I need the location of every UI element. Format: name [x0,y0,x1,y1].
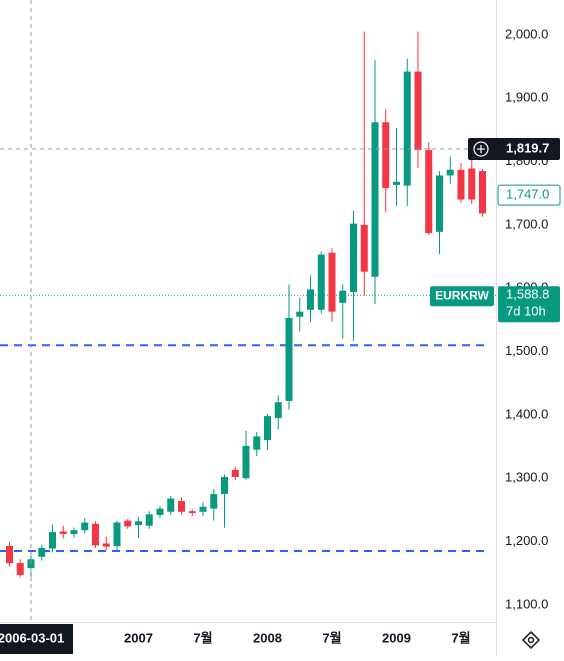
candle-body [135,521,142,526]
x-tick-label: 2008 [253,630,282,645]
crosshair-price-box [468,138,560,161]
crosshair-date-label: 2006-03-01 [0,630,64,645]
candle-body [479,171,486,214]
settings-icon[interactable] [521,630,541,650]
candle-body [436,175,443,232]
x-tick-label: 7월 [451,630,470,645]
candle-body [457,169,465,200]
y-tick-label: 1,400.0 [505,406,548,421]
candle-body [371,122,379,277]
symbol-box [430,286,494,307]
candle-body [178,501,185,512]
candle-body [425,150,433,234]
bid-price-label: 1,588.8 [506,287,549,302]
y-tick-label: 1,300.0 [505,470,548,485]
candle-body [403,71,411,186]
y-tick-label: 1,100.0 [505,596,548,611]
candle-body [156,508,164,515]
candle-body [350,223,357,292]
candle-body [16,563,24,576]
crosshair-add-icon [473,141,489,157]
y-tick-label: 2,000.0 [505,26,548,41]
candle-body [92,523,99,546]
settings-icon-dot[interactable] [527,636,535,644]
candle-body [167,498,175,512]
crosshair-date-box [0,624,73,654]
candle-body [468,168,476,200]
candle-body [70,530,78,534]
last-price-box [497,184,561,206]
y-tick-label: 1,900.0 [505,90,548,105]
x-tick-label: 7월 [193,630,212,645]
x-tick-label: 2007 [124,630,153,645]
candle-body [38,547,46,557]
candle-body [49,532,56,549]
candle-body [414,71,422,151]
candle-body [59,531,67,534]
candle-body [285,317,293,401]
candle-body [145,514,153,526]
candle-body [393,181,400,185]
candle-body [188,511,196,514]
candle-body [210,494,218,509]
candle-body [328,252,336,312]
candle-body [221,476,228,495]
candle-body [231,469,239,477]
candle-body [6,545,13,564]
candle-body [124,520,132,527]
candle-body [382,122,390,189]
candle-body [199,506,207,512]
candle-body [296,311,304,317]
candle-body [274,402,282,419]
crosshair-add-plus [477,145,485,154]
candle-body [360,224,368,272]
candle-body [113,522,121,546]
settings-button[interactable] [521,630,541,650]
y-tick-label: 1,200.0 [505,533,548,548]
x-tick-label: 2009 [382,630,411,645]
y-tick-label: 1,500.0 [505,343,548,358]
crosshair-price-label: 1,819.7 [506,140,549,155]
y-tick-label: 1,700.0 [505,216,548,231]
x-tick-label: 7월 [322,630,341,645]
candle-body [339,290,347,303]
candle-body [317,254,325,310]
bid-countdown: 7d 10h [506,304,546,319]
candle-body [264,416,271,441]
candle-body [81,522,89,531]
last-price-label: 1,747.0 [506,187,549,202]
bid-price-box [498,286,560,323]
symbol-label: EURKRW [435,288,489,302]
candle-body [253,436,261,450]
candle-body [307,289,314,310]
candle-body [242,445,250,479]
candle-body [446,169,454,176]
candle-body [102,543,110,547]
